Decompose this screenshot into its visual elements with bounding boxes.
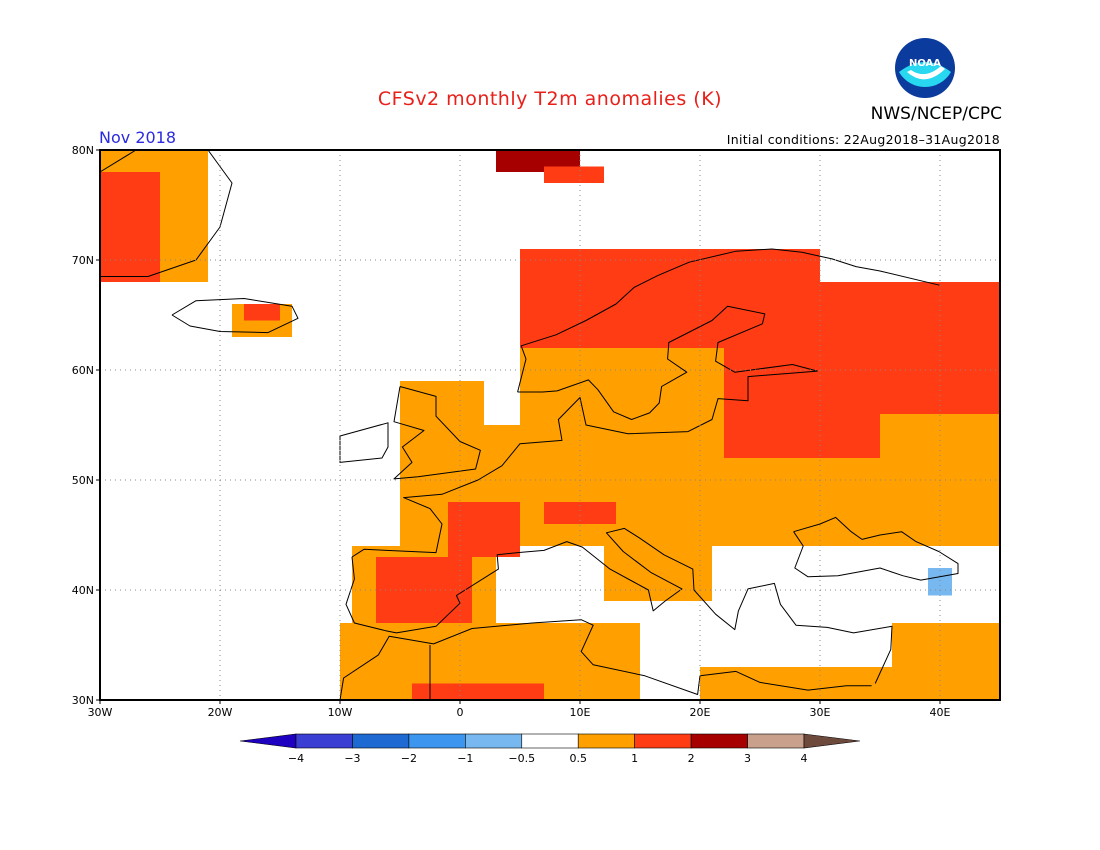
x-tick-label: 20E (690, 706, 711, 719)
colorbar-bin-3 (408, 733, 466, 749)
colorbar-bin-10 (803, 733, 861, 749)
x-tick-label: 10E (570, 706, 591, 719)
anomaly-region-9 (448, 502, 520, 557)
coastline-2 (339, 422, 389, 463)
coastline-9 (793, 516, 959, 581)
colorbar-label: 3 (744, 752, 751, 765)
noaa-logo-text: NOAA (909, 58, 941, 69)
anomaly-region-3 (244, 304, 280, 321)
y-tick-label: 50N (72, 474, 94, 487)
x-tick-label: 10W (328, 706, 353, 719)
colorbar-bin-8 (690, 733, 748, 749)
colorbar: −4 −3 −2 −1 −0.5 0.5 1 2 3 4 (239, 733, 861, 765)
y-tick-label: 80N (72, 144, 94, 157)
anomaly-region-16 (604, 535, 712, 601)
initial-conditions: Initial conditions: 22Aug2018–31Aug2018 (726, 132, 1000, 147)
colorbar-bin-0 (239, 733, 297, 749)
x-tick-label: 20W (208, 706, 233, 719)
y-tick-labels: 30N 40N 50N 60N 70N 80N (72, 144, 100, 707)
colorbar-label: 4 (801, 752, 808, 765)
colorbar-label: −0.5 (508, 752, 535, 765)
colorbar-label: −1 (457, 752, 473, 765)
coastlines (99, 149, 959, 701)
x-tick-label: 30E (810, 706, 831, 719)
anomaly-region-20 (544, 166, 604, 183)
anomaly-region-17 (700, 667, 1000, 700)
x-tick-labels: 30W 20W 10W 0 10E 20E 30E 40E (88, 700, 951, 719)
anomaly-shading (100, 150, 1000, 700)
coastline-1 (171, 298, 299, 334)
y-tick-label: 30N (72, 694, 94, 707)
y-tick-label: 70N (72, 254, 94, 267)
x-tick-label: 40E (930, 706, 951, 719)
x-tick-label: 30W (88, 706, 113, 719)
map-frame (99, 149, 1001, 701)
anomaly-region-1 (100, 172, 160, 282)
x-tick-label: 0 (457, 706, 464, 719)
colorbar-label: 2 (688, 752, 695, 765)
anomaly-region-5 (412, 683, 544, 700)
anomaly-region-10 (544, 502, 616, 524)
coastline-5 (345, 527, 893, 684)
coastline-8 (517, 305, 818, 420)
anomaly-region-15 (880, 414, 1000, 502)
colorbar-bin-4 (465, 733, 523, 749)
colorbar-label: −4 (288, 752, 304, 765)
colorbar-bin-5 (521, 733, 579, 749)
y-tick-label: 60N (72, 364, 94, 377)
grid-lines (100, 150, 1000, 700)
colorbar-bin-1 (295, 733, 353, 749)
colorbar-label: −3 (344, 752, 360, 765)
colorbar-bin-6 (577, 733, 635, 749)
anomaly-region-18 (892, 623, 1000, 667)
noaa-logo: NOAA (895, 38, 955, 98)
forecast-period: Nov 2018 (99, 128, 177, 147)
colorbar-label: 0.5 (569, 752, 587, 765)
anomaly-region-21 (928, 568, 952, 596)
colorbar-label: 1 (631, 752, 638, 765)
colorbar-bin-7 (634, 733, 692, 749)
coastline-7 (517, 248, 941, 393)
colorbar-bin-2 (352, 733, 410, 749)
colorbar-label: −2 (401, 752, 417, 765)
chart-title: CFSv2 monthly T2m anomalies (K) (377, 88, 723, 110)
anomaly-region-11 (400, 381, 484, 480)
colorbar-bin-9 (747, 733, 805, 749)
coastline-3 (393, 386, 481, 480)
coastline-6 (339, 619, 872, 701)
agency-label: NWS/NCEP/CPC (870, 104, 1002, 124)
y-tick-label: 40N (72, 584, 94, 597)
coastline-4 (351, 370, 818, 558)
